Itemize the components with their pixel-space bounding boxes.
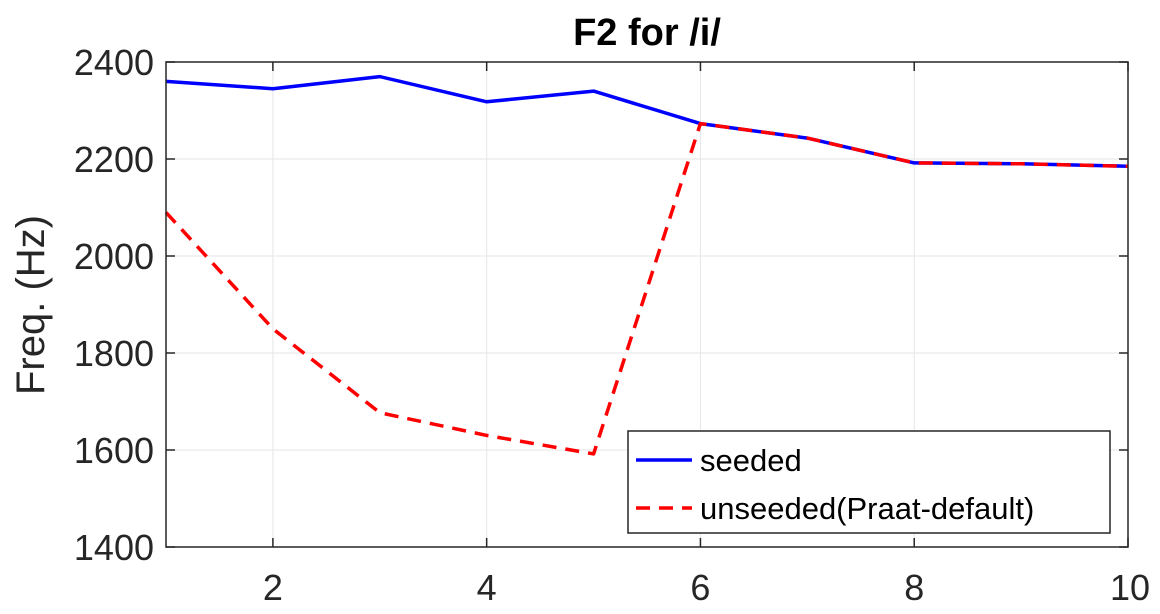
- legend: seeded unseeded(Praat-default): [627, 430, 1111, 534]
- x-tick-label: 8: [904, 567, 924, 608]
- x-tick-label: 2: [263, 567, 283, 608]
- y-tick-label: 2000: [74, 236, 154, 277]
- legend-label-unseeded: unseeded(Praat-default): [700, 491, 1034, 526]
- axis-ticks: 2 4 6 8 10 1400 1600 1800 2000 2200 2400: [74, 42, 1150, 608]
- x-tick-label: 6: [690, 567, 710, 608]
- y-axis-label: Freq. (Hz): [9, 215, 53, 395]
- legend-label-seeded: seeded: [700, 443, 802, 478]
- x-tick-label: 10: [1110, 567, 1150, 608]
- series-group: [164, 74, 1129, 456]
- chart-title: F2 for /i/: [573, 12, 721, 54]
- series-line-unseeded: [164, 121, 1129, 456]
- y-tick-label: 1600: [74, 430, 154, 471]
- y-tick-label: 1800: [74, 333, 154, 374]
- y-tick-label: 2200: [74, 139, 154, 180]
- plot-frame: [165, 61, 1129, 548]
- x-tick-label: 4: [477, 567, 497, 608]
- y-tick-label: 2400: [74, 42, 154, 83]
- y-tick-label: 1400: [74, 527, 154, 568]
- legend-box: [627, 430, 1111, 534]
